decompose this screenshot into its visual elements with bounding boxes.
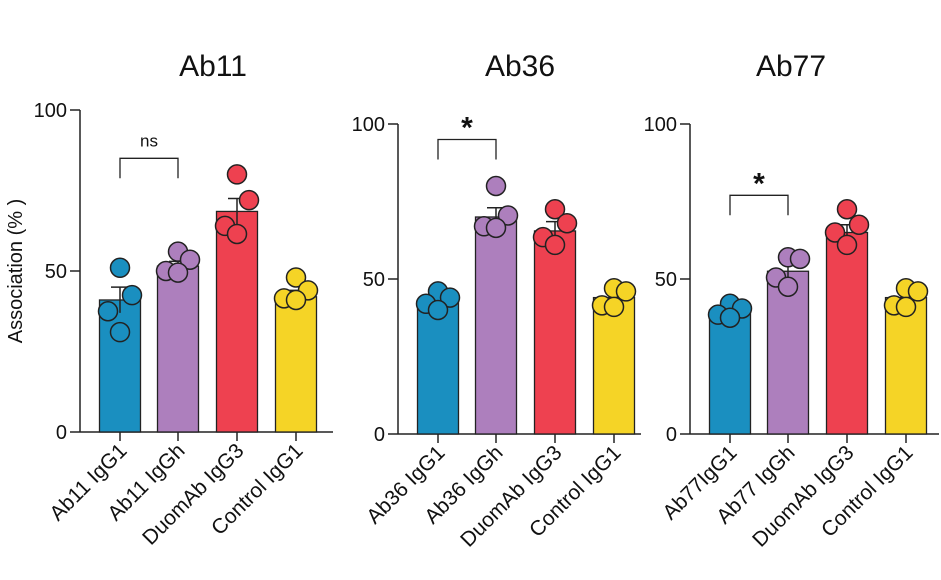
significance-bracket	[437, 138, 497, 160]
y-tick-label: 0	[666, 424, 677, 446]
bar	[708, 309, 752, 435]
data-point	[485, 175, 507, 197]
y-tick-label: 0	[56, 422, 67, 444]
data-point	[238, 189, 260, 211]
data-point	[439, 287, 461, 308]
bar	[156, 265, 200, 433]
y-tick-label: 50	[655, 269, 677, 291]
significance-label: *	[461, 112, 473, 145]
bar	[825, 231, 869, 435]
category-label: DuomAb IgG3	[138, 439, 248, 549]
data-point	[121, 284, 143, 306]
significance-label: *	[753, 167, 765, 200]
y-tick-label: 100	[352, 114, 385, 136]
data-point	[836, 199, 858, 220]
bar	[215, 210, 259, 433]
bar	[592, 296, 636, 435]
y-axis-label: Association (% )	[5, 199, 27, 344]
bar	[416, 301, 460, 435]
data-point	[544, 199, 566, 220]
panel-title: Ab77	[756, 50, 826, 83]
data-point	[285, 289, 307, 311]
y-tick-label: 100	[644, 114, 677, 136]
data-point	[848, 214, 870, 235]
data-point	[226, 223, 248, 245]
data-point	[824, 222, 846, 243]
panel-title: Ab36	[485, 50, 555, 83]
data-point	[285, 267, 307, 288]
category-label: DuomAb IgG3	[456, 441, 566, 551]
data-point	[167, 262, 189, 283]
panel-title: Ab11	[179, 50, 247, 83]
data-point	[836, 234, 858, 256]
data-point	[109, 321, 131, 343]
y-tick-label: 100	[34, 100, 67, 122]
bar	[533, 230, 577, 435]
data-point	[97, 301, 119, 322]
data-point	[544, 234, 566, 256]
category-label: DuomAb IgG3	[748, 441, 858, 551]
data-point	[497, 205, 519, 226]
data-point	[789, 248, 811, 270]
data-point	[556, 212, 578, 234]
bar	[474, 216, 518, 435]
data-point	[719, 307, 741, 328]
bar	[884, 296, 928, 435]
significance-label: ns	[140, 131, 158, 150]
y-tick-label: 0	[374, 424, 385, 446]
data-point	[179, 249, 201, 270]
bar	[274, 296, 318, 433]
data-point	[907, 281, 929, 302]
y-tick-label: 50	[45, 261, 67, 283]
data-point	[485, 217, 507, 239]
data-point	[226, 164, 248, 185]
significance-bracket	[729, 194, 789, 216]
data-point	[427, 299, 449, 321]
significance-bracket	[119, 157, 179, 179]
y-tick-label: 50	[363, 269, 385, 291]
data-point	[777, 276, 799, 297]
data-point	[895, 296, 917, 318]
data-point	[109, 257, 131, 279]
data-point	[603, 296, 625, 318]
data-point	[615, 281, 637, 302]
